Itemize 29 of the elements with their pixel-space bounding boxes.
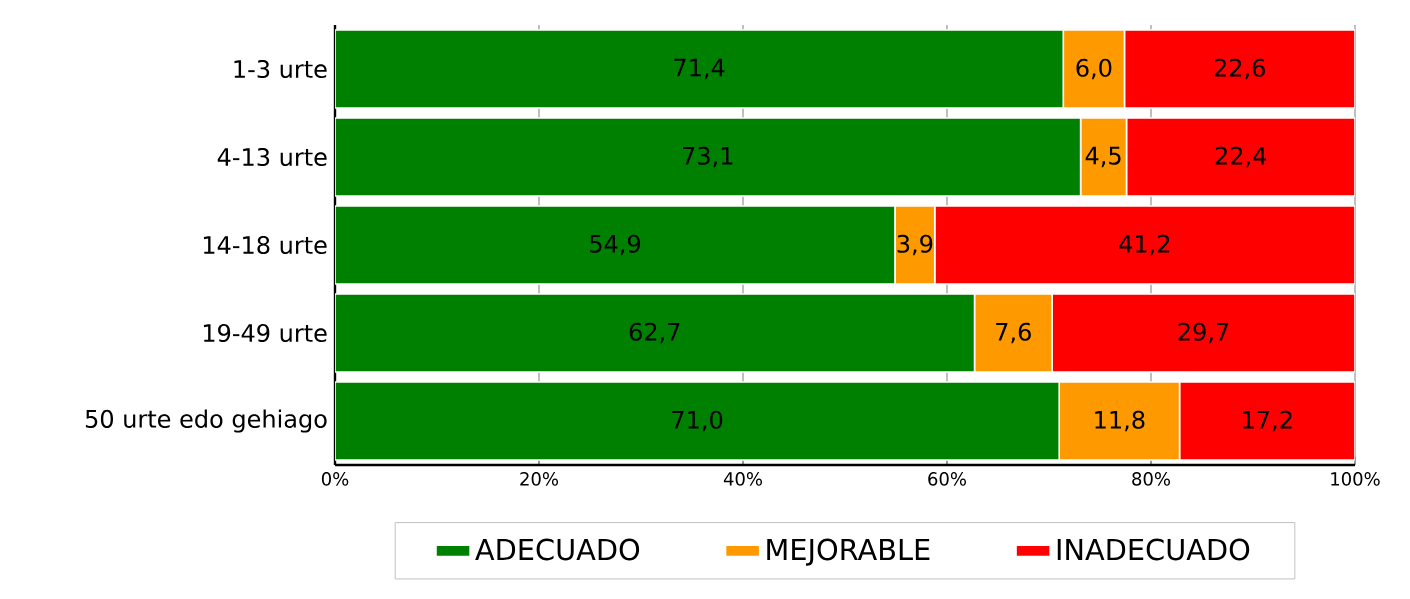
y-tick-label: 1-3 urte <box>234 59 327 79</box>
x-tick-label: 40% <box>723 472 763 486</box>
data-label: 41,2 <box>1119 234 1170 256</box>
data-label: 3,9 <box>897 234 933 256</box>
data-label: 62,7 <box>629 322 680 344</box>
data-label: 4,5 <box>1085 146 1121 168</box>
data-label: 6,0 <box>1076 58 1112 80</box>
y-tick-label: 14-18 urte <box>203 235 327 255</box>
data-label: 71,4 <box>674 58 725 80</box>
data-label: 22,4 <box>1215 146 1267 168</box>
x-tick-label: 20% <box>520 472 559 486</box>
data-label: 22,6 <box>1214 58 1265 80</box>
legend-label: INADECUADO <box>1057 538 1250 561</box>
x-tick-label: 0% <box>321 472 349 486</box>
y-tick-label: 50 urte edo gehiago <box>85 409 327 433</box>
x-tick-label: 80% <box>1132 472 1171 486</box>
legend-label: ADECUADO <box>475 538 640 561</box>
data-label: 7,6 <box>996 322 1031 344</box>
data-label: 73,1 <box>683 146 733 168</box>
x-tick-label: 60% <box>928 472 967 486</box>
legend-label: MEJORABLE <box>767 538 930 566</box>
x-tick-label: 100% <box>1331 472 1380 486</box>
data-label: 11,8 <box>1095 410 1145 432</box>
data-label: 54,9 <box>590 234 641 256</box>
data-label: 29,7 <box>1178 322 1229 344</box>
y-tick-label: 4-13 urte <box>217 147 327 167</box>
y-tick-label: 19-49 urte <box>203 323 327 343</box>
data-label: 17,2 <box>1243 410 1292 432</box>
data-label: 71,0 <box>672 410 723 432</box>
